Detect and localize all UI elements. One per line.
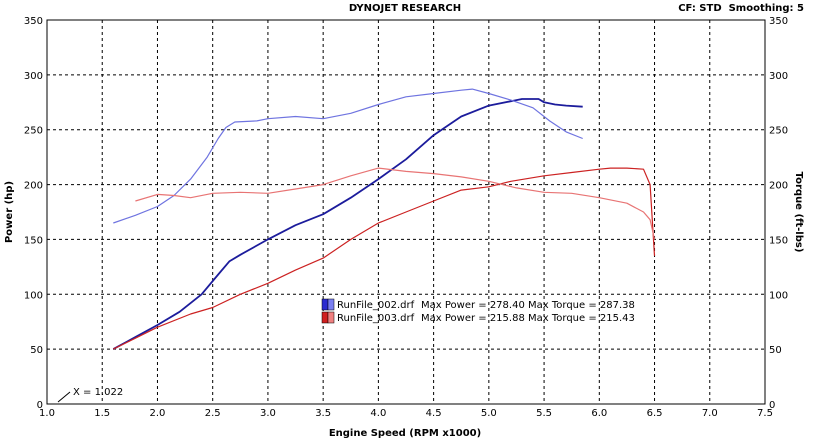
settings-label: CF: STD Smoothing: 5 <box>678 3 804 14</box>
x-tick-label: 7.5 <box>757 408 773 419</box>
x-tick-label: 5.0 <box>481 408 497 419</box>
series-lines <box>112 88 656 350</box>
y-tick-label-left: 50 <box>30 345 43 356</box>
legend: RunFile_002.drf Max Power = 278.40 Max Tor… <box>321 298 635 324</box>
x-axis-label: Engine Speed (RPM x1000) <box>329 428 481 439</box>
y-axis-label-left: Power (hp) <box>4 181 15 243</box>
x-tick-label: 7.0 <box>702 408 718 419</box>
y-tick-label-right: 50 <box>769 345 782 356</box>
x-tick-label: 4.0 <box>370 408 386 419</box>
x-tick-label: 3.5 <box>315 408 331 419</box>
legend-swatch-torque <box>327 311 335 324</box>
y-tick-label-right: 350 <box>769 16 788 27</box>
legend-max-power: Max Power = 215.88 <box>421 313 525 324</box>
y-tick-label-left: 100 <box>24 290 43 301</box>
tick-labels: 1.0 1.5 2.0 2.5 3.0 3.5 4.0 4.5 5.0 5.5 6.0 6.5 7.0 7… <box>24 16 788 419</box>
chart-title: DYNOJET RESEARCH <box>349 3 461 14</box>
x-tick-label: 4.5 <box>426 408 442 419</box>
legend-swatch-power <box>321 298 329 311</box>
series-line-run003-torque <box>135 167 656 240</box>
legend-max-power: Max Power = 278.40 <box>421 300 525 311</box>
y-tick-label-right: 200 <box>769 181 788 192</box>
y-tick-label-right: 0 <box>769 400 775 411</box>
y-tick-label-left: 300 <box>24 71 43 82</box>
grid-lines <box>47 20 765 404</box>
y-tick-label-right: 100 <box>769 290 788 301</box>
y-tick-label-right: 300 <box>769 71 788 82</box>
x-tick-label: 3.0 <box>260 408 276 419</box>
x-tick-label: 2.5 <box>205 408 221 419</box>
legend-swatch-power <box>321 311 329 324</box>
y-axis-label-right: Torque (ft-lbs) <box>793 172 804 253</box>
y-tick-label-left: 200 <box>24 181 43 192</box>
x-tick-label: 6.0 <box>591 408 607 419</box>
series-line-run003-power <box>113 167 656 350</box>
x-tick-label: 1.5 <box>94 408 110 419</box>
legend-max-torque: Max Torque = 215.43 <box>528 313 635 324</box>
y-tick-label-left: 150 <box>24 235 43 246</box>
y-tick-label-left: 350 <box>24 16 43 27</box>
x-tick-label: 2.0 <box>150 408 166 419</box>
cursor-readout: X = 1.022 <box>57 387 123 403</box>
legend-file-name: RunFile_002.drf <box>337 300 415 311</box>
y-tick-label-right: 250 <box>769 126 788 137</box>
x-tick-label: 1.0 <box>39 408 55 419</box>
cursor-value: X = 1.022 <box>73 387 123 398</box>
legend-max-torque: Max Torque = 287.38 <box>528 300 635 311</box>
y-tick-label-left: 250 <box>24 126 43 137</box>
series-line-run002-power <box>112 98 583 350</box>
x-tick-label: 6.5 <box>647 408 663 419</box>
legend-swatch-torque <box>327 298 335 311</box>
series-line-run002-torque <box>113 88 583 224</box>
y-tick-label-left: 0 <box>37 400 43 411</box>
x-tick-label: 5.5 <box>536 408 552 419</box>
cursor-leader-line <box>57 391 71 403</box>
legend-file-name: RunFile_003.drf <box>337 313 415 324</box>
y-tick-label-right: 150 <box>769 235 788 246</box>
